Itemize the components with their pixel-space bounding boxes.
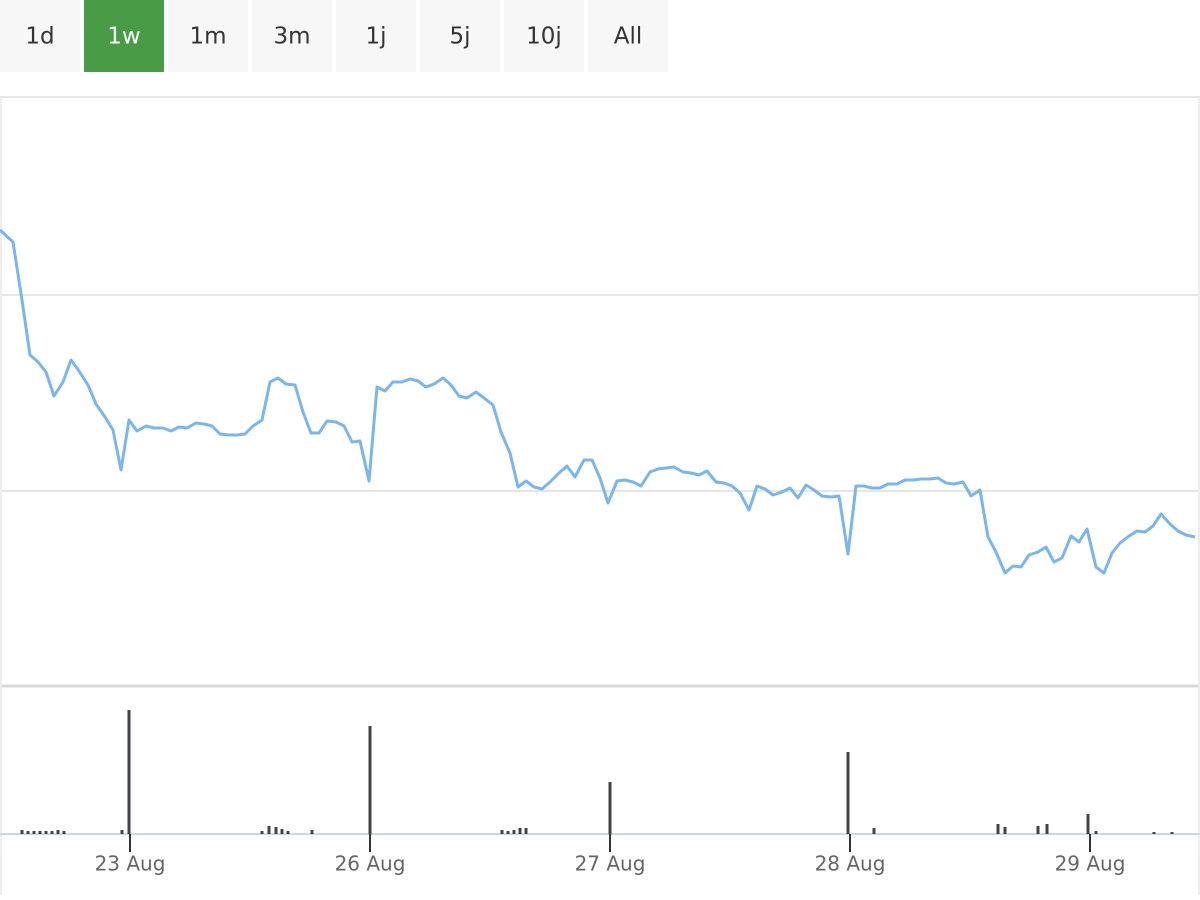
range-button-label: 1d: [25, 24, 54, 50]
range-button[interactable]: [168, 0, 248, 72]
volume-bar: [26, 831, 30, 834]
x-tick-label: 28 Aug: [815, 852, 886, 876]
volume-bar: [1086, 814, 1090, 834]
volume-bar: [62, 831, 66, 834]
range-button-label: 3m: [273, 24, 310, 50]
volume-bar: [506, 831, 510, 834]
volume-bar: [512, 830, 516, 834]
volume-bar: [996, 824, 1000, 834]
volume-bar: [1036, 826, 1040, 834]
x-tick-label: 26 Aug: [335, 852, 406, 876]
range-button[interactable]: [0, 0, 80, 72]
volume-bar: [524, 828, 528, 834]
volume-bar: [286, 831, 290, 834]
volume-bar: [120, 830, 124, 834]
x-tick-label: 29 Aug: [1055, 852, 1126, 876]
volume-bar: [38, 831, 42, 834]
range-button[interactable]: [588, 0, 668, 72]
x-tick-label: 23 Aug: [95, 852, 166, 876]
range-button[interactable]: [84, 0, 164, 72]
volume-bar: [127, 710, 131, 834]
volume-bar: [1152, 832, 1156, 834]
range-button-label: 5j: [449, 24, 470, 50]
volume-bar: [368, 726, 372, 834]
volume-bar: [872, 828, 876, 834]
range-button[interactable]: [336, 0, 416, 72]
x-tick-label: 27 Aug: [575, 852, 646, 876]
volume-bar: [608, 782, 612, 834]
volume-bar: [500, 830, 504, 834]
range-button[interactable]: [252, 0, 332, 72]
volume-bar: [32, 831, 36, 834]
range-button-label: 10j: [526, 24, 562, 50]
volume-bar: [1045, 824, 1049, 834]
volume-bar: [280, 829, 284, 834]
range-button-label: All: [614, 24, 643, 50]
range-button-label: 1m: [189, 24, 226, 50]
volume-bar: [274, 827, 278, 834]
range-button[interactable]: [420, 0, 500, 72]
volume-bar: [310, 830, 314, 834]
volume-bar: [846, 752, 850, 834]
price-line: [0, 228, 1196, 575]
volume-bar: [50, 831, 54, 834]
volume-bar: [1094, 831, 1098, 834]
volume-bar: [44, 831, 48, 834]
range-button-label: 1j: [365, 24, 386, 50]
volume-bar: [1003, 827, 1007, 834]
range-button[interactable]: [504, 0, 584, 72]
range-button-label: 1w: [107, 24, 140, 50]
volume-bar: [518, 828, 522, 834]
volume-bar: [56, 830, 60, 834]
volume-bar: [1170, 832, 1174, 834]
volume-bar: [20, 830, 24, 834]
volume-bar: [267, 826, 271, 834]
volume-bar: [260, 831, 264, 834]
